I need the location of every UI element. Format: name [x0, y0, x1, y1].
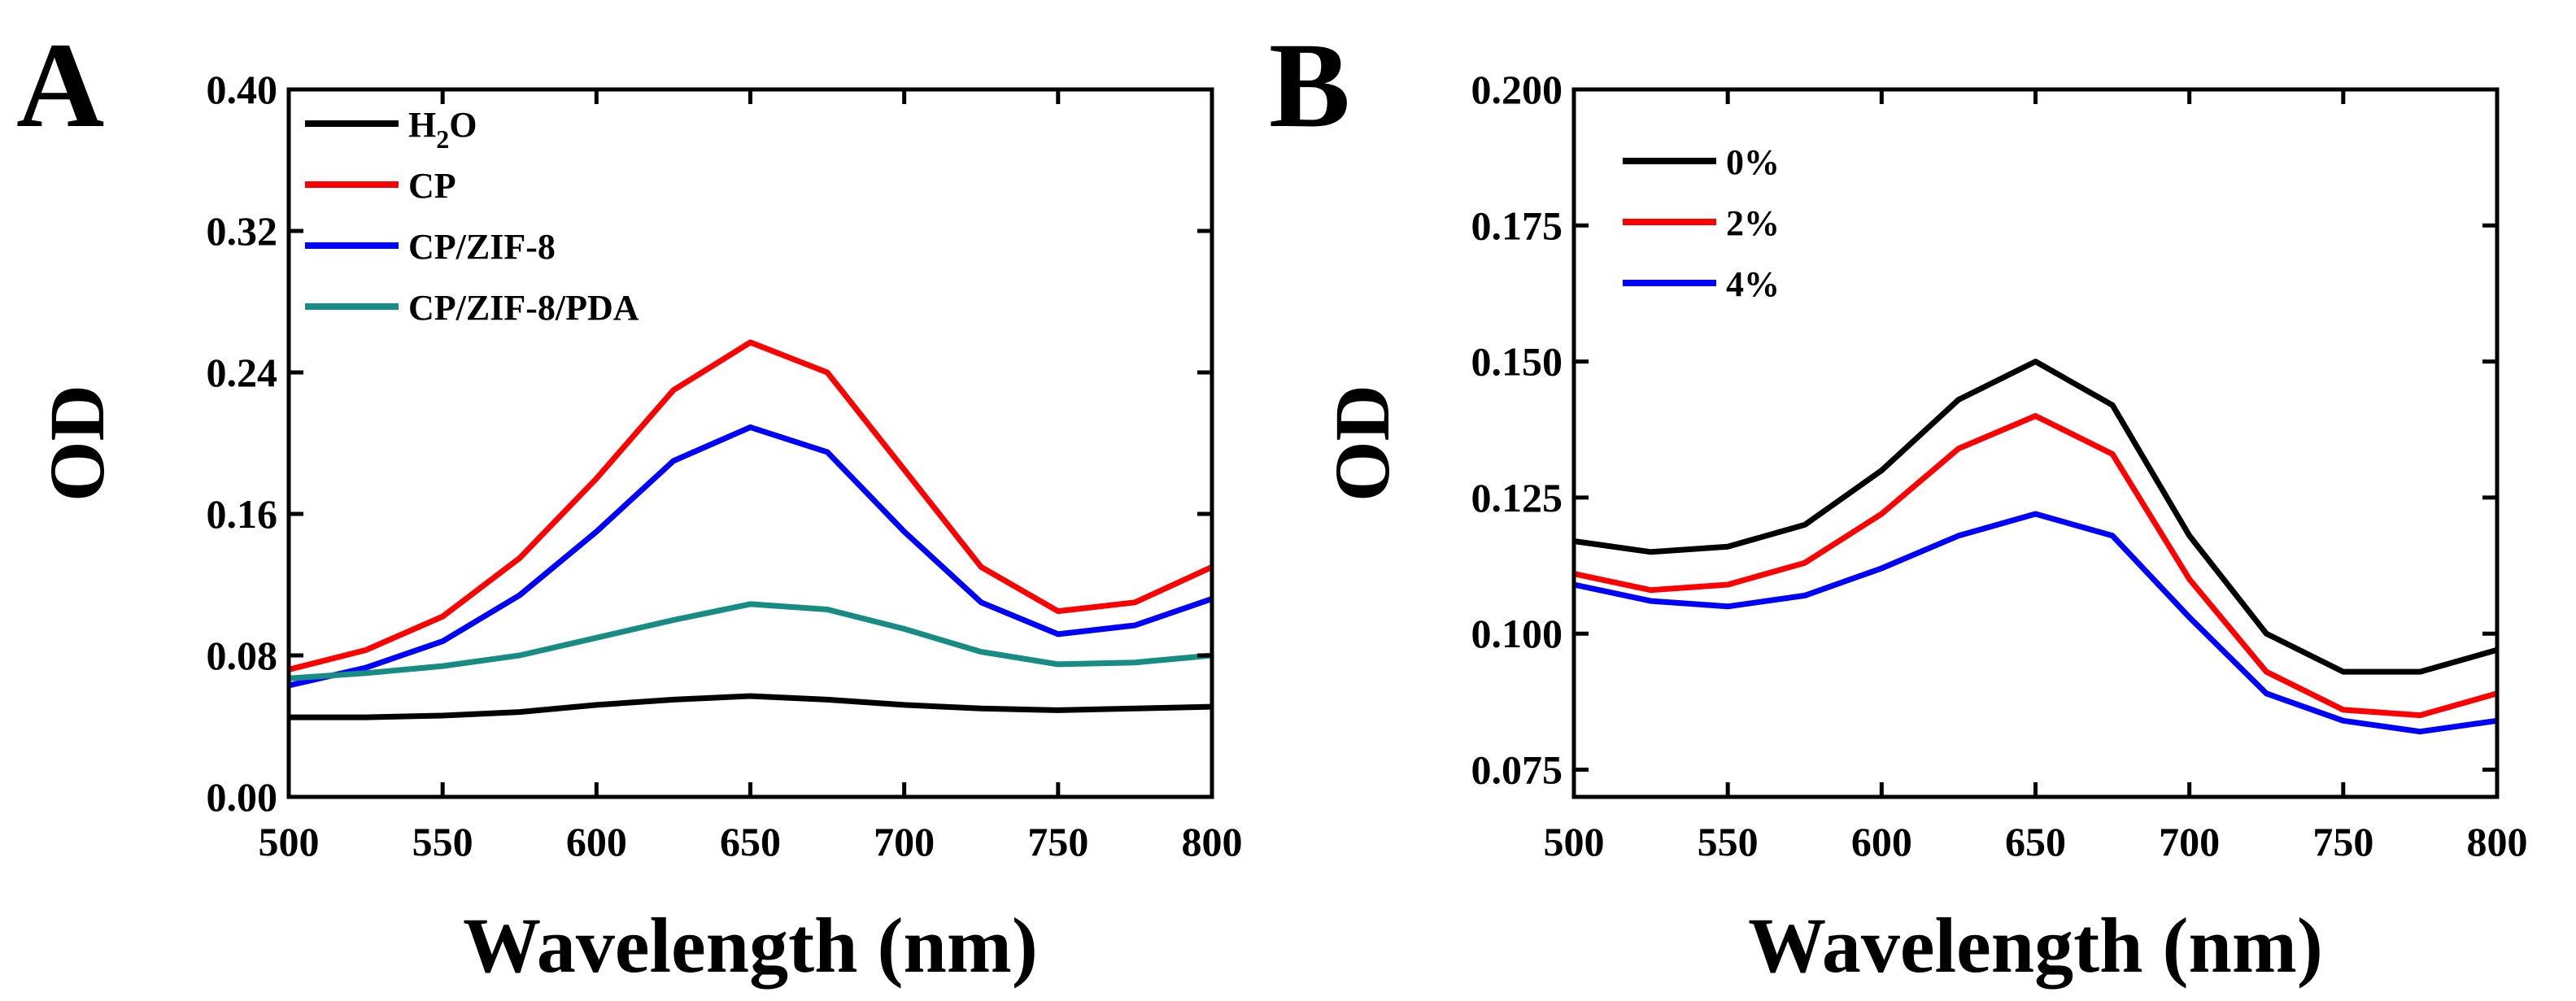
- x-axis-label: Wavelength (nm): [1748, 902, 2323, 989]
- x-tick-label: 500: [1544, 819, 1605, 864]
- panel-letter-a: A: [16, 18, 104, 153]
- y-tick-label: 0.00: [207, 774, 278, 820]
- x-tick-label: 700: [874, 819, 935, 864]
- x-tick-label: 700: [2159, 819, 2220, 864]
- legend-label-2: 4%: [1726, 264, 1780, 304]
- legend-label-0: 0%: [1726, 142, 1780, 182]
- series-line-0: [289, 693, 1213, 720]
- plot-b: 500 550 600 650 700 750 800 0.075 0.100 0.125 0.15…: [1319, 67, 2528, 989]
- y-tick-label: 0.150: [1471, 339, 1563, 385]
- legend-label-3: CP/ZIF-8/PDA: [408, 288, 639, 328]
- x-tick-label: 500: [259, 819, 320, 864]
- x-tick-label: 550: [1698, 819, 1759, 864]
- x-tick-label: 550: [412, 819, 473, 864]
- series-line-2: [288, 424, 1214, 689]
- y-tick-label: 0.24: [207, 350, 278, 395]
- y-tick-label: 0.16: [207, 491, 278, 537]
- series-line-1: [288, 339, 1214, 672]
- x-tick-label: 750: [1027, 819, 1088, 864]
- legend-label-2: CP/ZIF-8: [408, 227, 556, 267]
- series-line-3: [288, 601, 1213, 681]
- y-tick-label: 0.32: [207, 208, 278, 254]
- panel-letter-b: B: [1269, 18, 1350, 153]
- legend-label-0: H2O: [408, 105, 477, 154]
- y-tick-label: 0.08: [207, 633, 278, 678]
- y-axis-label: OD: [1319, 385, 1406, 502]
- y-tick-label: 0.200: [1471, 67, 1563, 112]
- x-axis-label: Wavelength (nm): [463, 902, 1038, 989]
- y-tick-label: 0.125: [1471, 475, 1563, 520]
- y-tick-label: 0.175: [1471, 202, 1563, 248]
- series-line-0: [1573, 359, 2498, 675]
- x-tick-label: 800: [2467, 819, 2528, 864]
- x-tick-label: 650: [720, 819, 781, 864]
- y-tick-label: 0.075: [1471, 747, 1563, 793]
- series-line-2: [1573, 511, 2498, 735]
- y-axis-label: OD: [33, 385, 120, 502]
- x-tick-label: 800: [1182, 819, 1243, 864]
- x-tick-label: 650: [2005, 819, 2066, 864]
- x-tick-label: 750: [2312, 819, 2373, 864]
- legend-label-1: CP: [408, 166, 456, 206]
- plot-a: 500 550 600 650 700 750 800 0.00 0.08 0.16 0.24 0.3…: [33, 67, 1243, 989]
- axes-frame: [1571, 87, 2500, 799]
- series-line-1: [1573, 413, 2498, 719]
- y-tick-label: 0.100: [1471, 611, 1563, 656]
- legend-label-1: 2%: [1726, 203, 1780, 243]
- x-tick-label: 600: [1851, 819, 1912, 864]
- y-tick-label: 0.40: [207, 67, 278, 112]
- x-tick-label: 600: [566, 819, 627, 864]
